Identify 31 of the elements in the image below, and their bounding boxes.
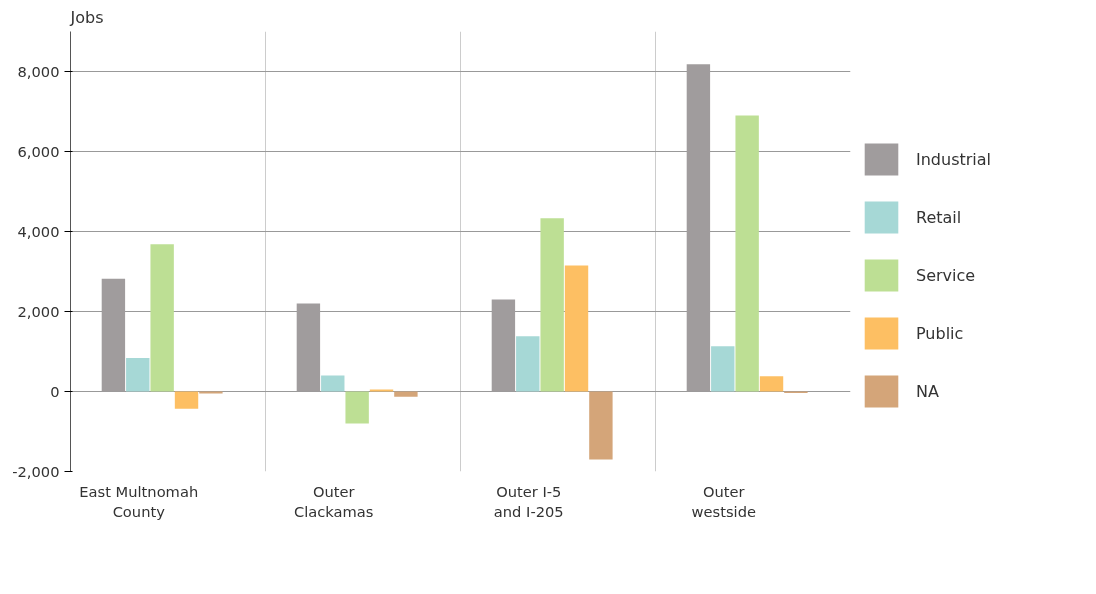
bar	[345, 391, 369, 424]
bar	[394, 391, 418, 397]
legend-label: Service	[916, 265, 976, 285]
bar	[759, 376, 784, 392]
y-tick-label: 2,000	[17, 302, 60, 320]
y-tick-label: 0	[50, 382, 60, 400]
bar	[126, 357, 150, 392]
x-tick-label: Outer Clackamas	[294, 482, 374, 520]
bar	[199, 391, 223, 394]
x-tick-label: Outer westside	[691, 482, 756, 520]
bar	[540, 218, 564, 392]
x-tick-label: East Multnomah County	[79, 482, 199, 520]
bar	[369, 389, 394, 392]
bar	[516, 336, 540, 392]
y-tick-label: 6,000	[17, 142, 60, 160]
y-tick-label: 8,000	[17, 62, 60, 80]
legend-label: NA	[916, 381, 939, 401]
bar	[150, 244, 174, 392]
bar	[321, 375, 345, 392]
legend-label: Industrial	[916, 149, 992, 169]
bar	[589, 391, 613, 460]
bar	[564, 265, 589, 392]
bar	[711, 346, 735, 392]
x-tick-label: Outer I-5 and I-205	[493, 482, 564, 520]
legend-label: Retail	[916, 207, 962, 227]
y-axis-title: Jobs	[69, 7, 104, 27]
bar	[174, 391, 199, 409]
bar	[735, 115, 759, 392]
legend-label: Public	[916, 323, 964, 343]
y-tick-label: 4,000	[17, 222, 60, 240]
y-tick-label: -2,000	[12, 462, 60, 480]
